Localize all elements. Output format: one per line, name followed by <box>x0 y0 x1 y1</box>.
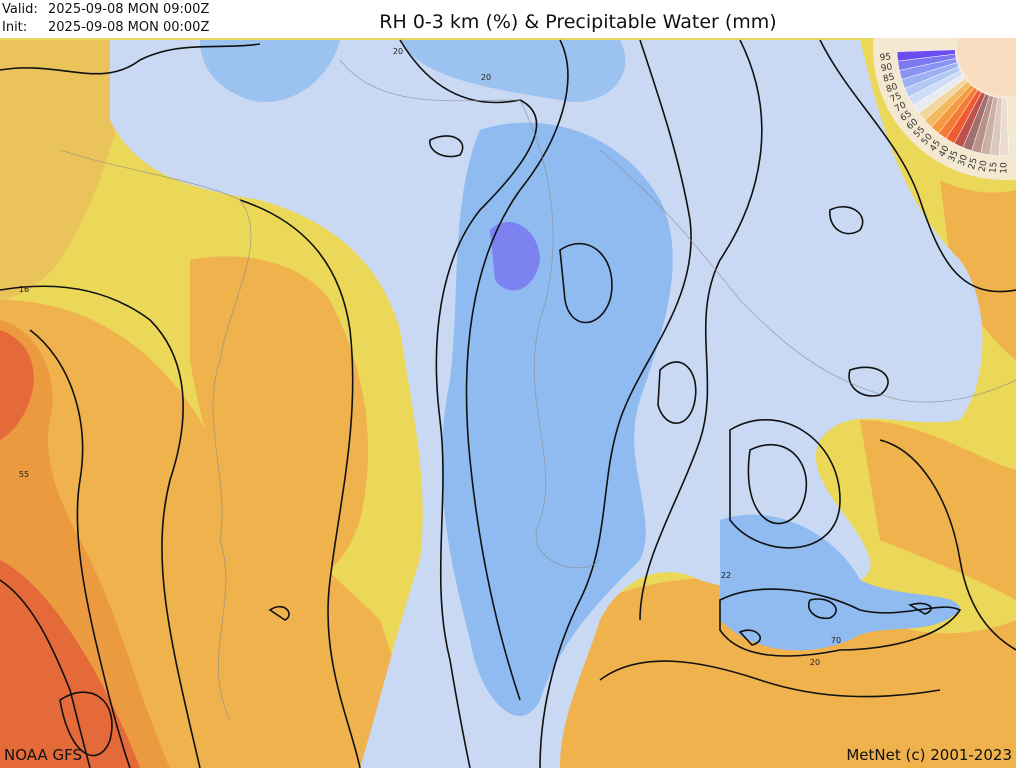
contour <box>239 199 361 768</box>
legend-label: 10 <box>999 162 1009 174</box>
contour-label: 55 <box>19 470 29 479</box>
field-purple <box>490 221 540 291</box>
contour <box>0 285 201 768</box>
border <box>339 59 601 569</box>
contour-label: 16 <box>19 285 29 294</box>
contour-label: 20 <box>481 73 491 82</box>
contours <box>0 39 1016 768</box>
map-title: RH 0-3 km (%) & Precipitable Water (mm) <box>379 11 776 33</box>
contour <box>829 205 889 397</box>
field-orange <box>0 40 140 300</box>
contour <box>465 39 569 701</box>
legend-label: 35 <box>947 149 961 164</box>
field-orange <box>560 578 1016 768</box>
legend-label: 20 <box>978 159 990 172</box>
contour-label: 70 <box>831 636 841 645</box>
legend-label: 85 <box>882 72 896 85</box>
contour <box>59 691 113 757</box>
source: NOAA GFS <box>4 746 82 764</box>
legend-swatch <box>999 97 1010 157</box>
contour <box>559 243 613 324</box>
contour <box>0 579 91 768</box>
field-blue <box>720 514 960 651</box>
contour-label: 22 <box>721 571 731 580</box>
valid-label: Valid: <box>2 2 38 17</box>
credit: MetNet (c) 2001-2023 <box>846 746 1012 764</box>
border <box>599 149 1016 403</box>
fields <box>0 40 1016 768</box>
field-orange <box>190 256 369 581</box>
field-blue <box>200 40 626 102</box>
init-label: Init: <box>2 20 27 35</box>
borders <box>59 59 1016 721</box>
init-time: 2025-09-08 MON 00:00Z <box>48 20 209 35</box>
contour <box>747 443 808 525</box>
contour <box>729 419 841 549</box>
contour <box>599 660 941 698</box>
contour <box>639 39 763 621</box>
contour <box>268 135 464 621</box>
contour <box>657 361 697 424</box>
legend-label: 30 <box>957 153 970 167</box>
border <box>59 149 252 721</box>
legend-label: 25 <box>967 157 980 171</box>
contour-label: 20 <box>393 47 403 56</box>
contour <box>0 43 261 75</box>
contour <box>29 329 131 768</box>
header-bar <box>0 0 1016 38</box>
legend-label: 75 <box>889 91 904 105</box>
contour <box>879 439 1016 651</box>
valid-time: 2025-09-08 MON 09:00Z <box>48 2 209 17</box>
contour <box>719 588 962 657</box>
contour-labels: 20 20 16 55 22 20 70 <box>19 47 841 667</box>
contour-label: 20 <box>810 658 820 667</box>
legend-label: 80 <box>885 82 899 95</box>
field-orange <box>860 180 1016 600</box>
field-red <box>0 330 140 768</box>
contour <box>819 39 1016 293</box>
contour <box>399 39 538 768</box>
contour <box>539 39 692 768</box>
legend-label: 15 <box>988 161 999 173</box>
contour <box>738 598 932 646</box>
legend-label: 90 <box>880 62 893 74</box>
legend-label: 95 <box>879 52 891 63</box>
